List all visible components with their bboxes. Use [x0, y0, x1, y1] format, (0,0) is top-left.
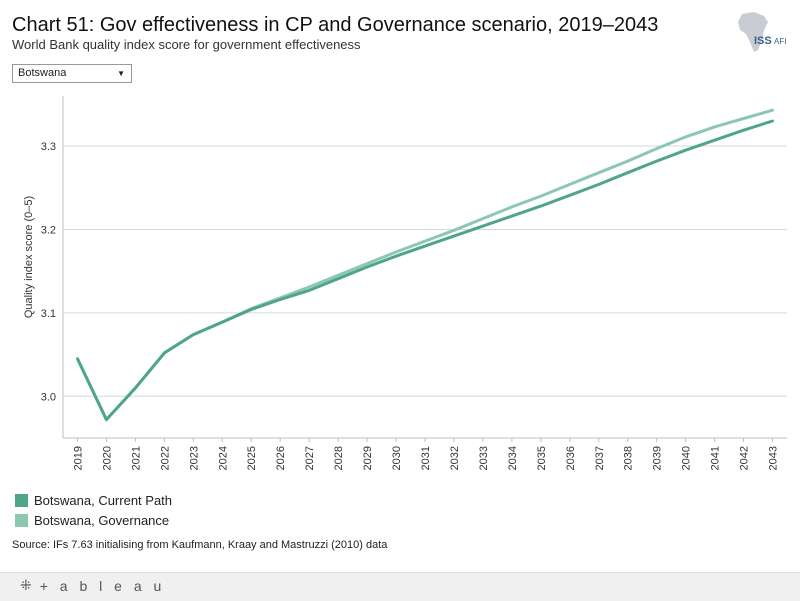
- x-tick-label: 2019: [72, 446, 84, 470]
- x-tick-label: 2034: [507, 446, 519, 470]
- x-tick-label: 2021: [130, 446, 142, 470]
- y-tick-label: 3.3: [41, 141, 56, 153]
- dropdown-selected-value: Botswana: [18, 67, 67, 79]
- x-tick-label: 2028: [333, 446, 345, 470]
- x-tick-label: 2029: [362, 446, 374, 470]
- y-tick-label: 3.2: [41, 224, 56, 236]
- y-tick-label: 3.0: [41, 391, 56, 403]
- axes: [62, 96, 787, 442]
- chart-title: Chart 51: Gov effectiveness in CP and Go…: [12, 14, 659, 36]
- legend-label-governance: Botswana, Governance: [34, 512, 170, 528]
- country-filter-dropdown[interactable]: Botswana ▼: [12, 64, 132, 83]
- x-tick-label: 2039: [652, 446, 664, 470]
- logo-suffix: AFI: [774, 37, 786, 46]
- legend-label-current-path: Botswana, Current Path: [34, 492, 173, 508]
- tableau-footer: ⁜ + a b l e a u: [0, 572, 800, 601]
- x-tick-label: 2041: [710, 446, 722, 470]
- legend-swatch-current-path: [15, 493, 28, 507]
- chart-legend: Botswana, Current Path Botswana, Governa…: [15, 490, 172, 530]
- legend-item-current-path[interactable]: Botswana, Current Path: [15, 490, 172, 510]
- x-tick-label: 2040: [681, 446, 693, 470]
- y-axis-title: Quality index score (0–5): [23, 196, 35, 318]
- x-tick-label: 2035: [536, 446, 548, 470]
- x-tick-label: 2031: [420, 446, 432, 470]
- tableau-icon: ⁜: [20, 577, 36, 593]
- line-chart: 3.0 3.1 3.2 3.3 2019 2020 2021 2022 2023 2024 2025…: [23, 96, 787, 470]
- x-tick-label: 2038: [623, 446, 635, 470]
- grid-lines: [63, 145, 787, 397]
- x-tick-label: 2043: [768, 446, 780, 470]
- x-tick-label: 2022: [159, 446, 171, 470]
- x-tick-label: 2033: [478, 446, 490, 470]
- x-tick-label: 2020: [101, 446, 113, 470]
- iss-africa-logo: ISS AFI: [738, 12, 786, 52]
- x-tick-label: 2042: [739, 446, 751, 470]
- source-note: Source: IFs 7.63 initialising from Kaufm…: [12, 539, 388, 551]
- y-tick-label: 3.1: [41, 308, 56, 320]
- x-tick-label: 2023: [188, 446, 200, 470]
- legend-item-governance[interactable]: Botswana, Governance: [15, 510, 172, 530]
- x-tick-label: 2036: [565, 446, 577, 470]
- legend-swatch-governance: [15, 513, 28, 527]
- tableau-brand[interactable]: ⁜ + a b l e a u: [20, 577, 165, 594]
- x-tick-label: 2024: [217, 446, 229, 470]
- chevron-down-icon: ▼: [117, 69, 125, 78]
- logo-text: ISS: [754, 35, 772, 47]
- x-tick-label: 2032: [449, 446, 461, 470]
- tick-labels: 3.0 3.1 3.2 3.3 2019 2020 2021 2022 2023 2024 2025…: [23, 141, 780, 470]
- x-tick-label: 2037: [594, 446, 606, 470]
- tableau-brand-text: + a b l e a u: [39, 577, 166, 594]
- x-tick-label: 2026: [275, 446, 287, 470]
- x-tick-label: 2027: [304, 446, 316, 470]
- africa-map-icon: [738, 12, 768, 52]
- x-tick-label: 2025: [246, 446, 258, 470]
- series-line-current-path: [76, 119, 774, 422]
- series-lines: [76, 108, 774, 422]
- chart-subtitle: World Bank quality index score for gover…: [12, 37, 361, 52]
- x-tick-label: 2030: [391, 446, 403, 470]
